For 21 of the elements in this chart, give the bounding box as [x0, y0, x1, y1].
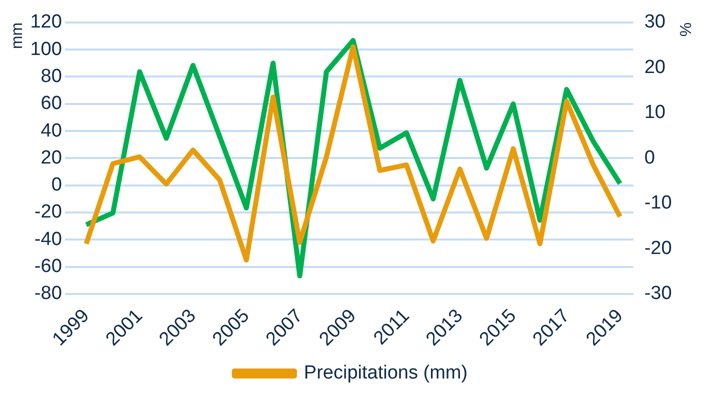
- y2-tick-label: 20: [644, 56, 666, 78]
- y-tick-label: 80: [40, 66, 62, 87]
- y-tick-label: 60: [40, 93, 62, 114]
- y-tick-label: -60: [34, 256, 62, 278]
- y2-axis-title: %: [676, 22, 693, 37]
- y2-tick-label: -10: [644, 192, 672, 214]
- y2-tick-label: 0: [644, 147, 655, 168]
- y2-tick-label: -20: [644, 238, 672, 259]
- y2-tick-label: 10: [644, 102, 666, 124]
- y-tick-label: 40: [40, 120, 62, 142]
- y-tick-label: -40: [34, 228, 62, 250]
- y2-tick-label: -30: [644, 283, 672, 304]
- legend-label: Precipitations (mm): [304, 362, 468, 384]
- y-tick-label: 100: [30, 38, 62, 60]
- y2-tick-label: 30: [644, 12, 666, 33]
- y-tick-label: 0: [51, 174, 62, 196]
- y-tick-label: -20: [34, 202, 62, 223]
- y-tick-label: 120: [30, 12, 62, 33]
- y-tick-label: -80: [34, 283, 62, 304]
- y-axis-title: mm: [9, 22, 26, 50]
- y-tick-label: 20: [40, 147, 62, 168]
